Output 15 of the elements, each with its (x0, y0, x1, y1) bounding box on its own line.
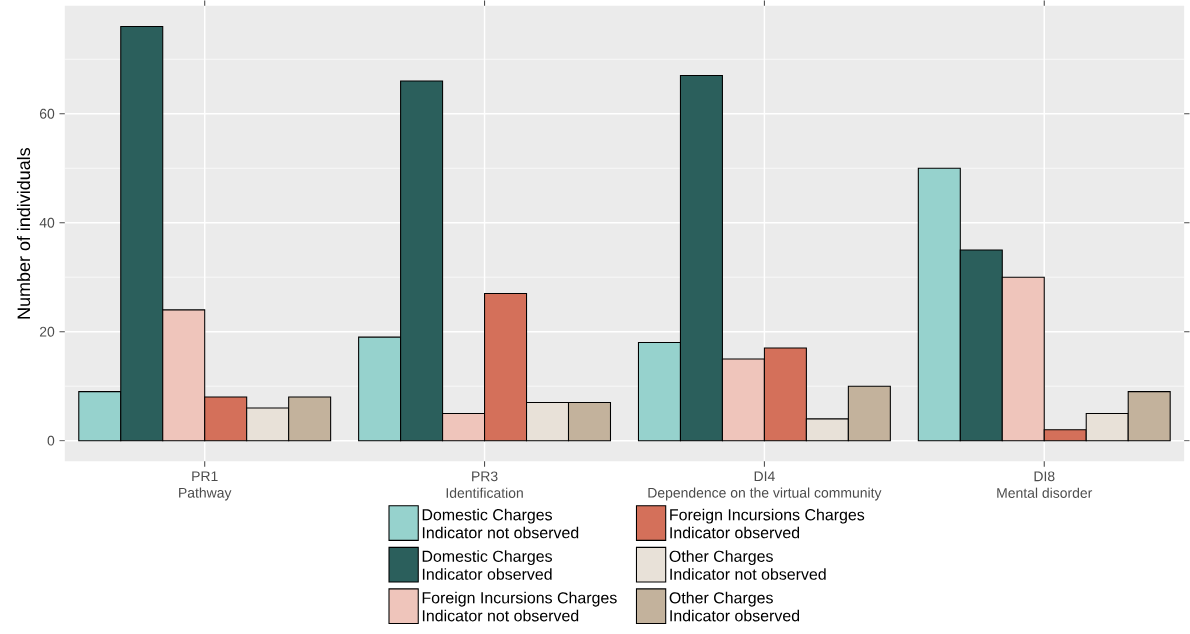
legend-label: Other Charges Indicator observed (669, 591, 800, 622)
y-tick-label: 20 (39, 326, 55, 337)
legend-label: Other Charges Indicator not observed (669, 550, 826, 580)
legend-label: Foreign Incursions Charges Indicator observed (670, 508, 865, 539)
x-tick-label: DI4 Dependence on the virtual community (648, 471, 882, 501)
y-tick-label: 0 (47, 435, 55, 446)
x-tick-label: PR1 Pathway (179, 471, 232, 501)
y-tick-label: 60 (39, 108, 55, 119)
legend-label: Domestic Charges Indicator observed (422, 550, 552, 580)
y-tick-label: 40 (39, 217, 55, 228)
legend-label: Domestic Charges Indicator not observed (422, 508, 579, 539)
legend-label: Foreign Incursions Charges Indicator not observed (422, 591, 617, 622)
y-axis-title: Number of individuals (16, 148, 31, 319)
x-tick-label: DI8 Mental disorder (997, 471, 1093, 498)
x-tick-label: PR3 Identification (446, 471, 523, 498)
